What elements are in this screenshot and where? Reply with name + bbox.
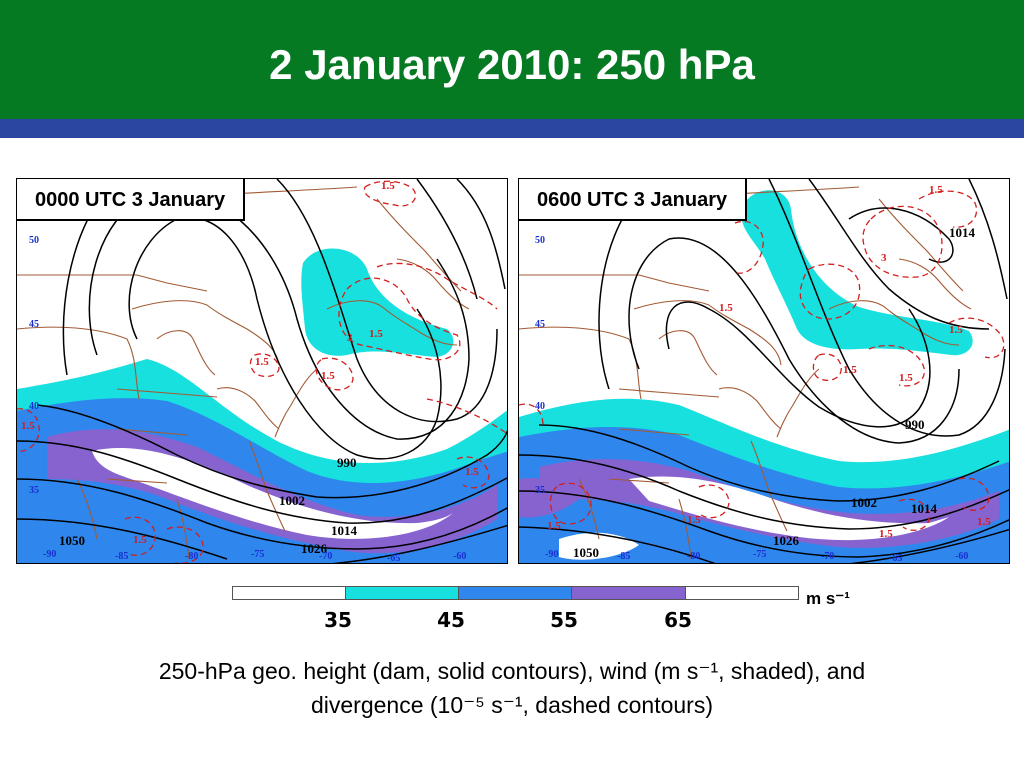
map-label: 45 xyxy=(535,319,545,330)
colorbar-tick: 65 xyxy=(664,608,692,632)
map-panel-0000utc: 990 1002 1014 1026 1050 1.5 1.5 1.5 1.5 … xyxy=(16,178,508,564)
map-label: 1.5 xyxy=(879,528,893,540)
map-label: 1.5 xyxy=(949,324,963,336)
divergence-labels: 1.5 3 1.5 1.5 1.5 1.5 1.5 1.5 1.5 1.5 xyxy=(547,184,991,540)
height-label: 1026 xyxy=(773,533,800,548)
map-label: -85 xyxy=(115,551,128,562)
jet-shade-southwest xyxy=(519,478,579,518)
height-labels: 1014 990 1002 1014 1026 1050 xyxy=(573,225,976,560)
map-label: 1.5 xyxy=(547,520,561,532)
map-label: -90 xyxy=(545,549,558,560)
map-label: 35 xyxy=(535,485,545,496)
map-label: 45 xyxy=(29,319,39,330)
colorbar-bin xyxy=(232,586,346,600)
wind-colorbar xyxy=(232,586,799,600)
map-label: -75 xyxy=(251,549,264,560)
jet-core-white xyxy=(629,476,949,541)
jet-core-white xyxy=(92,448,453,539)
map-label: 1.5 xyxy=(381,180,395,192)
map-label: 40 xyxy=(29,401,39,412)
map-label: 3 xyxy=(347,332,353,344)
divergence-contours xyxy=(17,180,507,563)
jet-core-west xyxy=(559,532,639,560)
colorbar-tick: 45 xyxy=(437,608,465,632)
height-label: 1014 xyxy=(331,523,358,538)
jet-shade-north xyxy=(740,190,973,356)
height-label: 1002 xyxy=(279,493,305,508)
colorbar-bin xyxy=(685,586,799,600)
map-label: 1.5 xyxy=(21,420,35,432)
title-bar: 2 January 2010: 250 hPa xyxy=(0,0,1024,119)
title-stripe xyxy=(0,119,1024,138)
colorbar-bin xyxy=(571,586,686,600)
grid-labels: 50 45 40 35 -90 -85 -80 -75 -70 -65 -60 xyxy=(29,235,466,564)
colorbar-bin xyxy=(458,586,572,600)
map-label: 40 xyxy=(535,401,545,412)
map-label: 1.5 xyxy=(977,516,991,528)
height-labels: 990 1002 1014 1026 1050 xyxy=(59,455,358,556)
map-label: -70 xyxy=(319,551,332,562)
panel-time-label: 0000 UTC 3 January xyxy=(17,179,246,221)
map-label: -60 xyxy=(453,551,466,562)
map-label: -70 xyxy=(821,551,834,562)
height-label: 1002 xyxy=(851,495,877,510)
colorbar-units: m s⁻¹ xyxy=(806,589,850,608)
map-label: 35 xyxy=(29,485,39,496)
map-label: -90 xyxy=(43,549,56,560)
map-label: 1.5 xyxy=(843,364,857,376)
height-label: 1026 xyxy=(301,541,328,556)
map-label: 1.5 xyxy=(465,466,479,478)
map-label: 1.5 xyxy=(929,184,943,196)
map-label: 1.5 xyxy=(255,356,269,368)
map-label: -75 xyxy=(753,549,766,560)
height-label: 1050 xyxy=(573,545,599,560)
height-contours xyxy=(17,179,507,563)
map-label: 1.5 xyxy=(369,328,383,340)
caption-line-2: divergence (10⁻⁵ s⁻¹, dashed contours) xyxy=(310,692,714,718)
caption-line-1: 250-hPa geo. height (dam, solid contours… xyxy=(158,658,866,684)
jet-shade-north xyxy=(301,248,454,357)
map-label: -65 xyxy=(387,553,400,564)
slide-title: 2 January 2010: 250 hPa xyxy=(269,41,755,88)
map-label: 1.5 xyxy=(899,372,913,384)
map-label: -80 xyxy=(185,551,198,562)
height-label: 990 xyxy=(905,417,925,432)
colorbar-bin xyxy=(345,586,459,600)
divergence-labels: 1.5 1.5 1.5 1.5 1.5 1.5 1.5 3 xyxy=(21,180,479,546)
colorbar-tick: 35 xyxy=(324,608,352,632)
map-label: 1.5 xyxy=(719,302,733,314)
height-label: 1014 xyxy=(949,225,976,240)
divergence-contours xyxy=(519,190,1005,531)
map-label: 50 xyxy=(535,235,545,246)
map-label: -80 xyxy=(687,551,700,562)
map-label: -65 xyxy=(889,553,902,564)
map-label: -85 xyxy=(617,551,630,562)
map-label: 3 xyxy=(881,252,887,264)
weather-map-0600utc: 1014 990 1002 1014 1026 1050 1.5 3 1.5 1… xyxy=(519,179,1009,564)
grid-labels: 50 45 40 35 -90 -85 -80 -75 -70 -65 -60 xyxy=(535,235,968,564)
map-label: 1.5 xyxy=(321,370,335,382)
panel-time-label: 0600 UTC 3 January xyxy=(519,179,748,221)
map-label: -60 xyxy=(955,551,968,562)
height-label: 990 xyxy=(337,455,357,470)
map-panel-0600utc: 1014 990 1002 1014 1026 1050 1.5 3 1.5 1… xyxy=(518,178,1010,564)
figure-caption: 250-hPa geo. height (dam, solid contours… xyxy=(60,654,964,722)
map-label: 1.5 xyxy=(133,534,147,546)
height-label: 1014 xyxy=(911,501,938,516)
map-label: 1.5 xyxy=(687,514,701,526)
height-label: 1050 xyxy=(59,533,85,548)
map-label: 50 xyxy=(29,235,39,246)
colorbar-tick: 55 xyxy=(550,608,578,632)
weather-map-0000utc: 990 1002 1014 1026 1050 1.5 1.5 1.5 1.5 … xyxy=(17,179,507,564)
